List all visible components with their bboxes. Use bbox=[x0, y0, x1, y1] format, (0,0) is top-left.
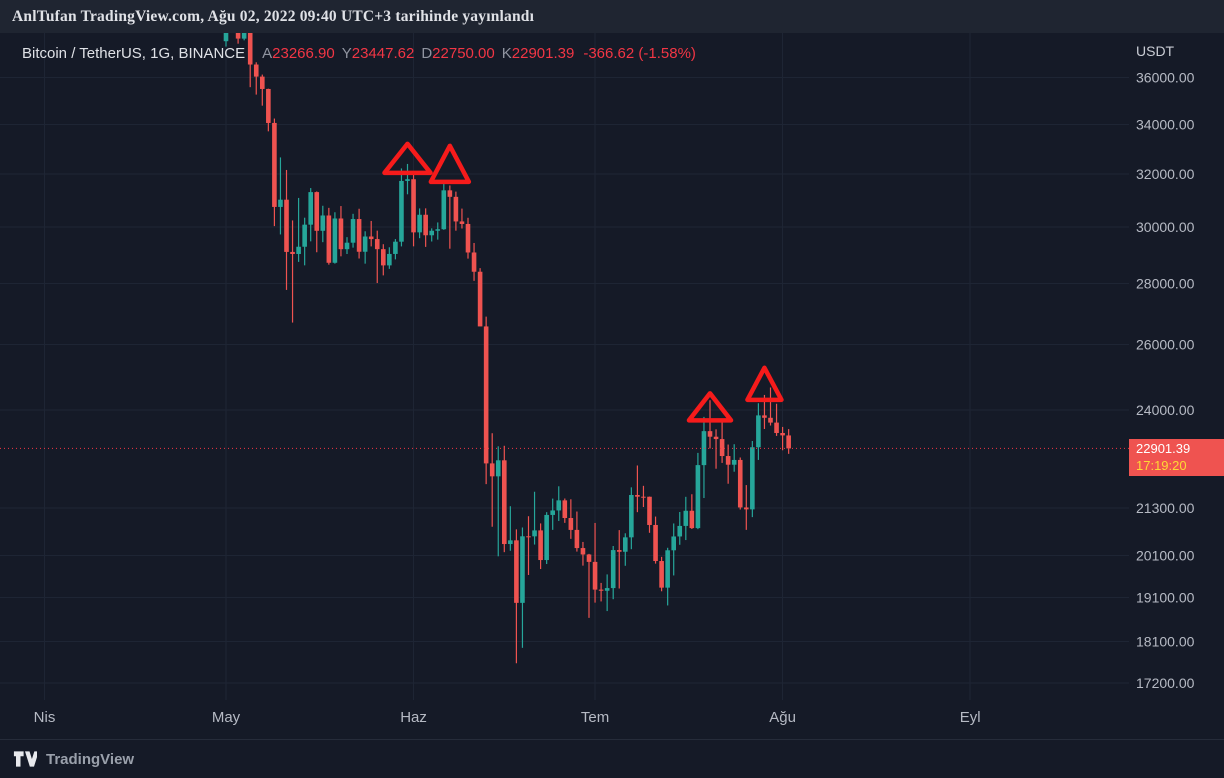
legend: Bitcoin / TetherUS, 1G, BINANCE A23266.90… bbox=[22, 45, 696, 62]
symbol-title[interactable]: Bitcoin / TetherUS, 1G, BINANCE bbox=[22, 45, 246, 62]
time-scale-label: Tem bbox=[581, 709, 609, 726]
price-scale-label: 32000.00 bbox=[1136, 166, 1195, 182]
price-scale-label: 18100.00 bbox=[1136, 633, 1195, 649]
price-scale-label: 30000.00 bbox=[1136, 219, 1195, 235]
open-value: 23266.90 bbox=[272, 45, 335, 62]
price-scale-label: 24000.00 bbox=[1136, 402, 1195, 418]
triangle-marker bbox=[382, 141, 433, 176]
time-scale-label: Eyl bbox=[960, 709, 981, 726]
last-price-tag: 22901.39 17:19:20 bbox=[1129, 439, 1224, 477]
close-value: 22901.39 bbox=[511, 45, 575, 62]
close-label: K bbox=[501, 45, 512, 62]
time-scale-label: Nis bbox=[34, 709, 56, 726]
time-scale-label: Ağu bbox=[769, 709, 796, 726]
ohlc-row: A23266.90 Y23447.62 D22750.00 K22901.39 -366… bbox=[255, 45, 696, 62]
price-scale-label: 20100.00 bbox=[1136, 547, 1195, 563]
high-label: Y bbox=[341, 45, 352, 62]
price-scale-label: 28000.00 bbox=[1136, 276, 1195, 292]
header-bar: AnlTufan TradingView.com, Ağu 02, 2022 0… bbox=[0, 0, 1224, 33]
grid bbox=[0, 33, 1129, 700]
price-scale-label: 21300.00 bbox=[1136, 500, 1195, 516]
published-text: AnlTufan TradingView.com, Ağu 02, 2022 0… bbox=[12, 8, 535, 25]
low-label: D bbox=[421, 45, 433, 62]
time-scale[interactable]: Nis May Haz Tem Ağu Eyl bbox=[34, 709, 981, 726]
triangle-marker bbox=[686, 391, 734, 423]
tradingview-brand[interactable]: TradingView bbox=[46, 750, 135, 768]
triangle-markers bbox=[382, 141, 784, 423]
price-scale-label: 19100.00 bbox=[1136, 589, 1195, 605]
low-value: 22750.00 bbox=[432, 45, 495, 62]
price-scale-label: 34000.00 bbox=[1136, 116, 1195, 132]
high-value: 23447.62 bbox=[351, 45, 415, 62]
currency-label: USDT bbox=[1136, 43, 1175, 59]
price-scale[interactable]: 36000.00 34000.00 32000.00 30000.00 28000.00… bbox=[1136, 70, 1195, 692]
last-price: 22901.39 bbox=[1136, 441, 1191, 457]
triangle-marker bbox=[428, 143, 472, 185]
open-label: A bbox=[262, 45, 273, 62]
price-scale-label: 17200.00 bbox=[1136, 675, 1195, 691]
price-scale-label: 26000.00 bbox=[1136, 336, 1195, 352]
tradingview-logo-icon[interactable] bbox=[13, 750, 37, 768]
chart-canvas[interactable]: 36000.00 34000.00 32000.00 30000.00 28000.00… bbox=[0, 33, 1224, 740]
triangle-marker bbox=[745, 365, 784, 403]
candlestick-series bbox=[223, 33, 791, 664]
time-scale-label: May bbox=[212, 709, 241, 726]
footer-bar: TradingView bbox=[0, 739, 1224, 778]
time-scale-label: Haz bbox=[400, 709, 427, 726]
bar-countdown: 17:19:20 bbox=[1136, 458, 1187, 474]
price-scale-label: 36000.00 bbox=[1136, 70, 1195, 86]
change-value: -366.62 (-1.58%) bbox=[583, 45, 696, 62]
